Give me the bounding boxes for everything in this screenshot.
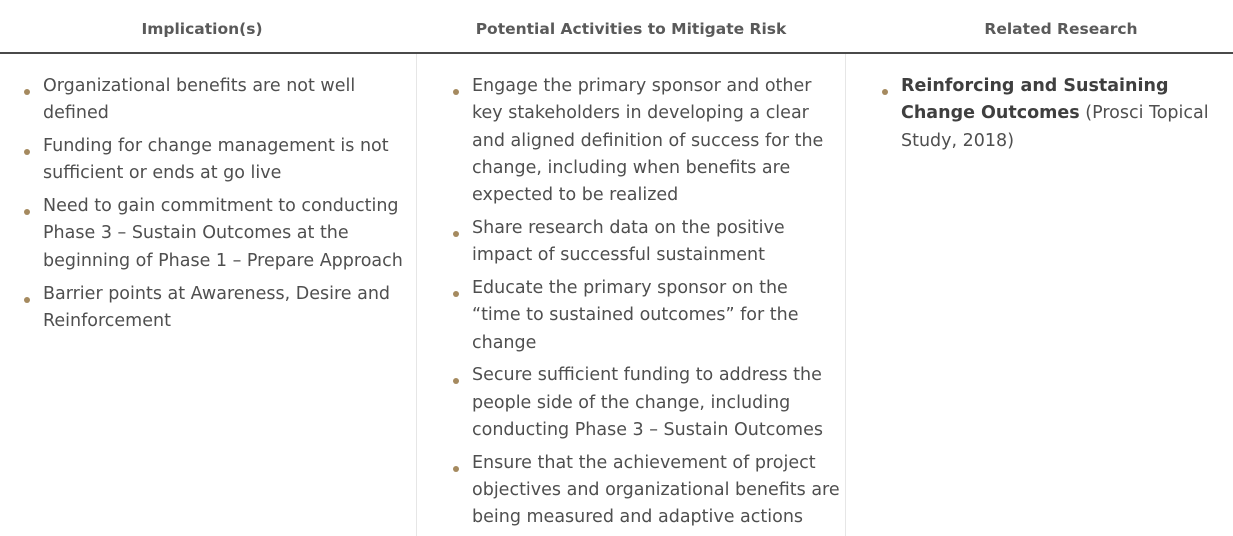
list-item: Funding for change management is not suf… bbox=[20, 133, 405, 188]
list-item: Share research data on the positive impa… bbox=[449, 215, 841, 270]
bullet-icon bbox=[453, 230, 459, 237]
bullet-icon bbox=[24, 89, 30, 95]
bullet-icon bbox=[453, 378, 459, 385]
column-divider bbox=[845, 54, 846, 536]
implications-column: Organizational benefits are not well def… bbox=[20, 73, 405, 341]
implications-list: Organizational benefits are not well def… bbox=[20, 73, 405, 335]
list-item: Ensure that the achievement of project o… bbox=[449, 450, 841, 536]
header-research: Related Research bbox=[984, 20, 1138, 38]
bullet-icon bbox=[453, 89, 459, 95]
activities-column: Engage the primary sponsor and other key… bbox=[449, 73, 841, 536]
column-divider bbox=[416, 54, 417, 536]
research-source: (Prosci Topical Study, 2018) bbox=[901, 103, 1209, 151]
research-title: Reinforcing and Sustaining Change Outcom… bbox=[901, 76, 1169, 124]
list-item: Secure sufficient funding to address the… bbox=[449, 362, 841, 444]
header-implications: Implication(s) bbox=[141, 20, 263, 38]
bullet-icon bbox=[24, 149, 30, 156]
bullet-icon bbox=[882, 89, 888, 95]
list-item: Educate the primary sponsor on the “time… bbox=[449, 275, 841, 357]
list-item: Organizational benefits are not well def… bbox=[20, 73, 405, 128]
table-header-row: Implication(s) Potential Activities to M… bbox=[0, 0, 1233, 54]
header-activities: Potential Activities to Mitigate Risk bbox=[475, 20, 787, 38]
bullet-icon bbox=[453, 465, 459, 472]
list-item: Engage the primary sponsor and other key… bbox=[449, 73, 841, 209]
research-column: Reinforcing and Sustaining Change Outcom… bbox=[878, 73, 1233, 160]
bullet-icon bbox=[24, 296, 30, 303]
list-item: Barrier points at Awareness, Desire and … bbox=[20, 281, 405, 336]
bullet-icon bbox=[24, 209, 30, 216]
bullet-icon bbox=[453, 291, 459, 298]
list-item: Reinforcing and Sustaining Change Outcom… bbox=[878, 73, 1233, 155]
activities-list: Engage the primary sponsor and other key… bbox=[449, 73, 841, 536]
research-list: Reinforcing and Sustaining Change Outcom… bbox=[878, 73, 1233, 155]
list-item: Need to gain commitment to conducting Ph… bbox=[20, 193, 405, 275]
